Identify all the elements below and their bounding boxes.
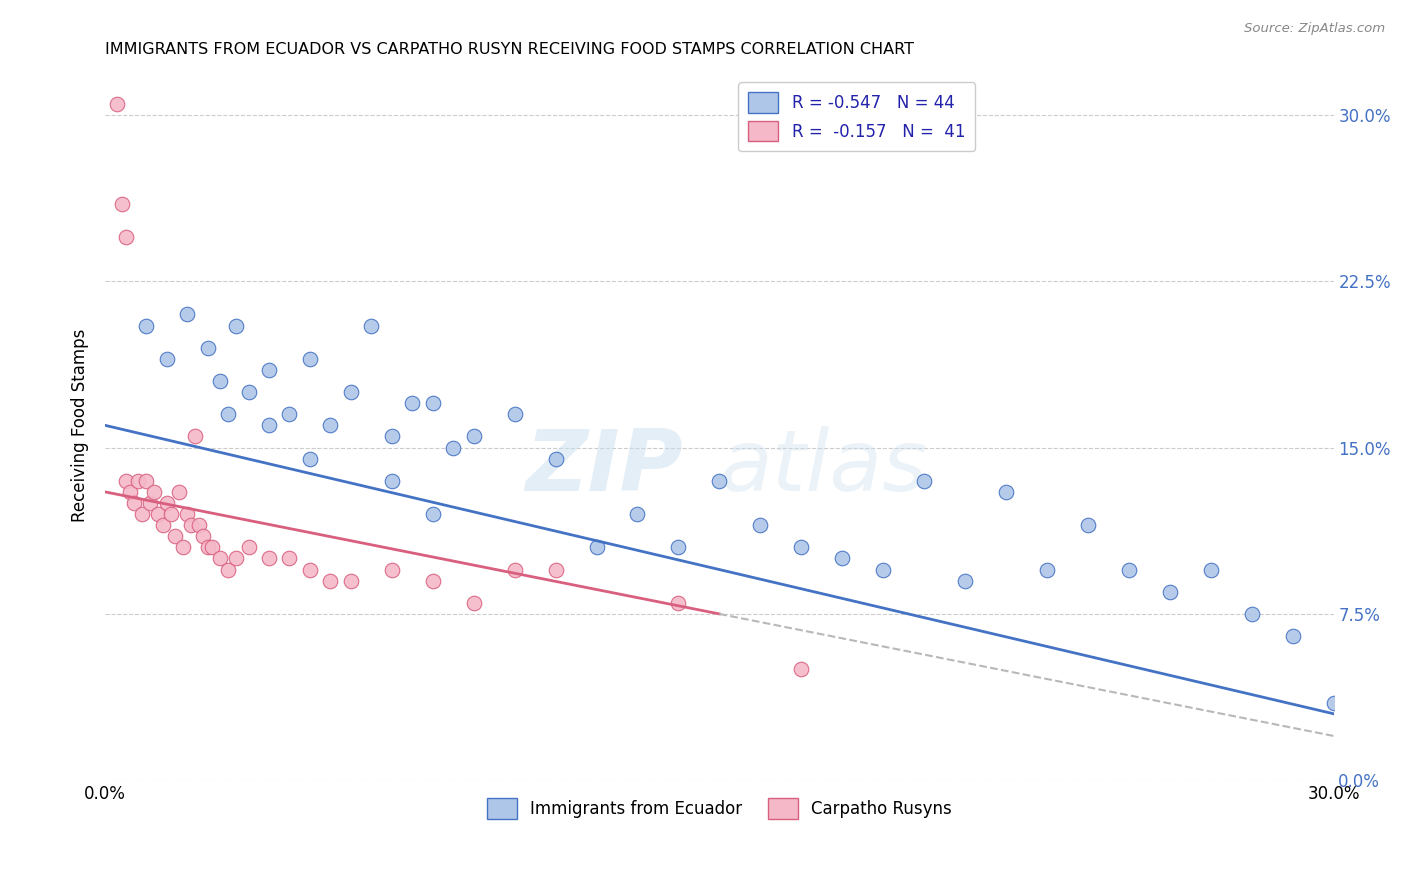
- Point: [118, 484, 141, 499]
- Point: [319, 418, 342, 433]
- Point: [668, 596, 690, 610]
- Point: [401, 396, 423, 410]
- Point: [381, 474, 404, 488]
- Point: [360, 318, 382, 333]
- Point: [319, 574, 342, 588]
- Point: [1036, 563, 1059, 577]
- Point: [503, 407, 526, 421]
- Point: [197, 341, 219, 355]
- Point: [139, 496, 162, 510]
- Point: [441, 441, 464, 455]
- Point: [238, 541, 260, 555]
- Text: atlas: atlas: [720, 426, 928, 509]
- Point: [208, 374, 231, 388]
- Point: [172, 541, 194, 555]
- Point: [749, 518, 772, 533]
- Point: [135, 474, 157, 488]
- Point: [422, 396, 444, 410]
- Point: [110, 196, 132, 211]
- Point: [197, 541, 219, 555]
- Point: [463, 429, 485, 443]
- Point: [159, 507, 181, 521]
- Point: [1281, 629, 1303, 643]
- Point: [503, 563, 526, 577]
- Point: [1077, 518, 1099, 533]
- Point: [163, 529, 186, 543]
- Point: [831, 551, 853, 566]
- Point: [143, 484, 166, 499]
- Point: [167, 484, 190, 499]
- Text: IMMIGRANTS FROM ECUADOR VS CARPATHO RUSYN RECEIVING FOOD STAMPS CORRELATION CHAR: IMMIGRANTS FROM ECUADOR VS CARPATHO RUSY…: [105, 42, 914, 57]
- Point: [1159, 584, 1181, 599]
- Point: [626, 507, 648, 521]
- Point: [152, 518, 174, 533]
- Point: [709, 474, 731, 488]
- Point: [176, 308, 198, 322]
- Point: [381, 429, 404, 443]
- Point: [585, 541, 607, 555]
- Point: [668, 541, 690, 555]
- Point: [912, 474, 935, 488]
- Point: [381, 563, 404, 577]
- Legend: Immigrants from Ecuador, Carpatho Rusyns: Immigrants from Ecuador, Carpatho Rusyns: [481, 791, 959, 825]
- Y-axis label: Receiving Food Stamps: Receiving Food Stamps: [72, 328, 89, 522]
- Point: [201, 541, 224, 555]
- Point: [131, 507, 153, 521]
- Point: [184, 429, 207, 443]
- Point: [107, 96, 129, 111]
- Point: [217, 563, 239, 577]
- Point: [257, 551, 280, 566]
- Point: [278, 407, 301, 421]
- Point: [790, 541, 813, 555]
- Point: [176, 507, 198, 521]
- Point: [298, 563, 321, 577]
- Text: Source: ZipAtlas.com: Source: ZipAtlas.com: [1244, 22, 1385, 36]
- Point: [422, 507, 444, 521]
- Point: [193, 529, 215, 543]
- Point: [298, 351, 321, 366]
- Point: [298, 451, 321, 466]
- Point: [148, 507, 170, 521]
- Point: [225, 551, 247, 566]
- Point: [790, 662, 813, 676]
- Point: [872, 563, 894, 577]
- Point: [122, 496, 145, 510]
- Point: [238, 385, 260, 400]
- Point: [340, 385, 363, 400]
- Point: [156, 496, 179, 510]
- Point: [257, 363, 280, 377]
- Point: [463, 596, 485, 610]
- Point: [114, 229, 136, 244]
- Point: [127, 474, 149, 488]
- Text: ZIP: ZIP: [524, 426, 682, 509]
- Point: [208, 551, 231, 566]
- Point: [114, 474, 136, 488]
- Point: [1199, 563, 1222, 577]
- Point: [340, 574, 363, 588]
- Point: [1118, 563, 1140, 577]
- Point: [156, 351, 179, 366]
- Point: [1322, 696, 1344, 710]
- Point: [225, 318, 247, 333]
- Point: [953, 574, 976, 588]
- Point: [278, 551, 301, 566]
- Point: [217, 407, 239, 421]
- Point: [180, 518, 202, 533]
- Point: [994, 484, 1017, 499]
- Point: [544, 451, 567, 466]
- Point: [188, 518, 211, 533]
- Point: [257, 418, 280, 433]
- Point: [422, 574, 444, 588]
- Point: [135, 318, 157, 333]
- Point: [544, 563, 567, 577]
- Point: [1240, 607, 1263, 621]
